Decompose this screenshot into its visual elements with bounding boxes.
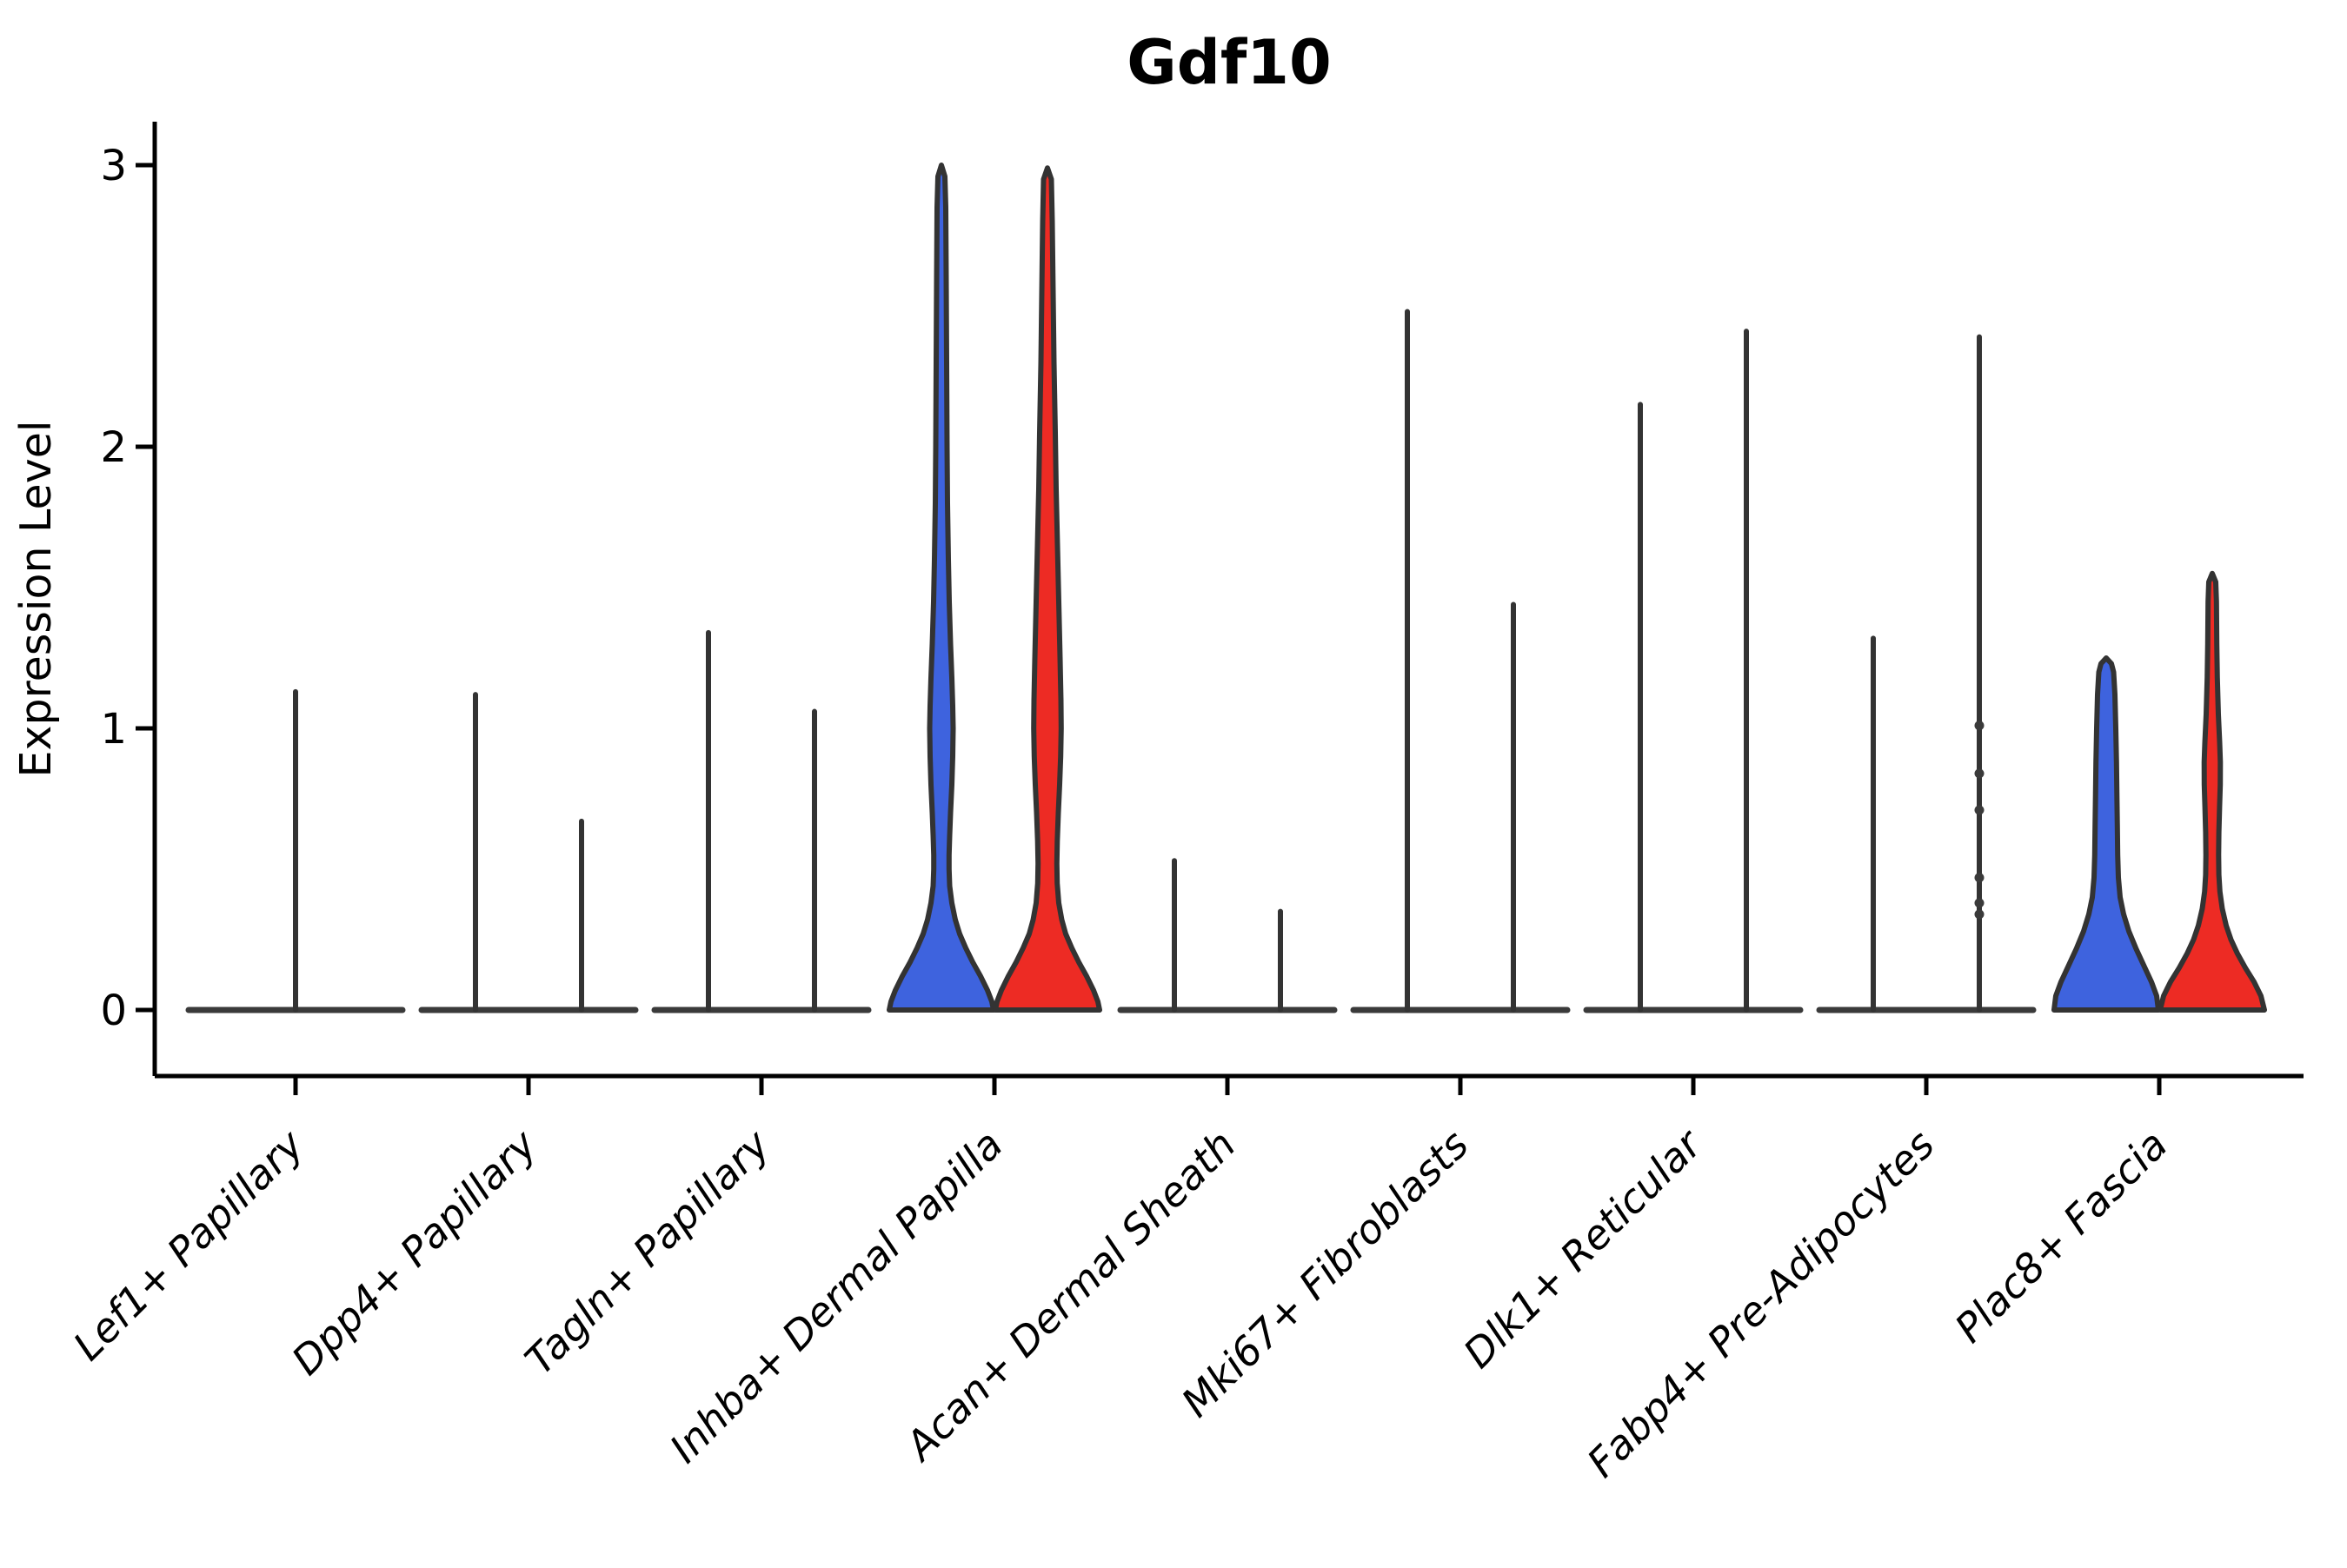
y-tick-label: 1 <box>100 705 127 754</box>
violin-body-red <box>2158 570 2267 1013</box>
y-tick-label: 2 <box>100 423 127 472</box>
violin-body-blue <box>2051 655 2161 1013</box>
y-tick-label: 3 <box>100 142 127 190</box>
expression-dot <box>1974 909 1985 920</box>
violin-marks <box>185 163 2267 1013</box>
y-tick-label: 0 <box>100 987 127 1035</box>
expression-dot <box>1974 805 1985 815</box>
plot-title: Gdf10 <box>1127 27 1331 98</box>
x-tick-label: Dlk1+ Reticular <box>1454 1119 1712 1377</box>
x-tick-label: Plac8+ Fascia <box>1945 1121 2176 1352</box>
y-axis-label: Expression Level <box>11 421 61 778</box>
expression-dot <box>1974 721 1985 731</box>
violin-body-red <box>993 165 1102 1013</box>
expression-dot <box>1974 898 1985 908</box>
y-tick-labels: 0 1 2 3 <box>100 142 127 1035</box>
axes <box>136 122 2304 1095</box>
x-tick-label: Lef1+ Papillary <box>64 1120 313 1369</box>
violin-body-blue <box>887 163 996 1013</box>
x-tick-label: Dpp4+ Papillary <box>283 1120 546 1384</box>
expression-dot <box>1974 873 1985 883</box>
x-tick-label: Tagln+ Papillary <box>515 1120 779 1384</box>
expression-dot <box>1974 768 1985 779</box>
